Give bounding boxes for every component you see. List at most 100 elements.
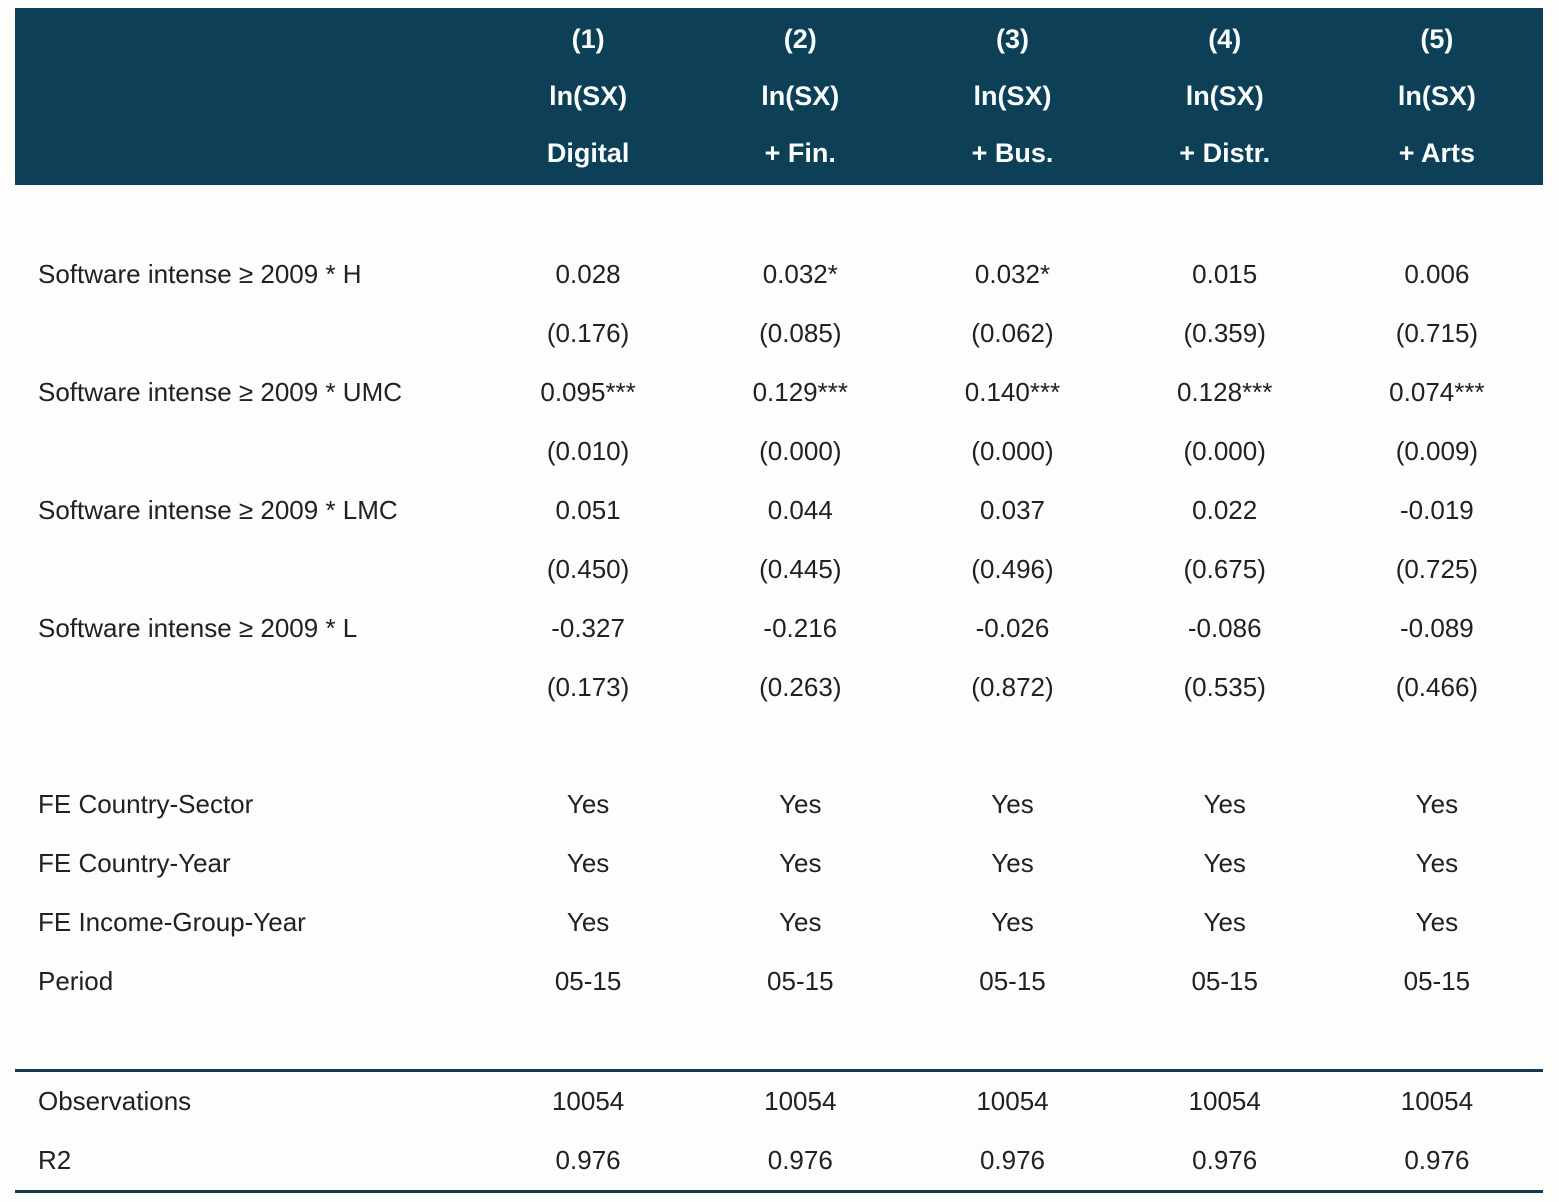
fe-value: Yes bbox=[991, 907, 1034, 937]
stats-row: Observations 10054 10054 10054 10054 100… bbox=[15, 1072, 1543, 1131]
p-value: (0.725) bbox=[1395, 554, 1479, 584]
regression-table: (1) ln(SX) Digital (2) ln(SX) + Fin. (3)… bbox=[15, 8, 1543, 1193]
p-value: (0.176) bbox=[546, 318, 630, 348]
p-value: (0.000) bbox=[1183, 436, 1266, 466]
fe-value: Yes bbox=[779, 907, 822, 937]
fe-value: Yes bbox=[1415, 848, 1459, 878]
p-value: (0.466) bbox=[1395, 672, 1479, 702]
column-depvar: ln(SX) bbox=[1397, 81, 1476, 111]
p-value: (0.000) bbox=[759, 436, 842, 466]
coef-value: 0.095*** bbox=[540, 377, 636, 407]
coef-row: Software intense ≥ 2009 * L -0.327 -0.21… bbox=[15, 599, 1543, 658]
fe-value: Yes bbox=[991, 789, 1034, 819]
column-header-4: (4) ln(SX) + Distr. bbox=[1119, 11, 1331, 182]
column-header-1: (1) ln(SX) Digital bbox=[482, 11, 694, 182]
coef-value: 0.128*** bbox=[1176, 377, 1273, 407]
stat-value: 10054 bbox=[976, 1086, 1049, 1116]
coef-row: Software intense ≥ 2009 * H 0.028 0.032*… bbox=[15, 245, 1543, 304]
fe-value: Yes bbox=[566, 848, 610, 878]
row-label: Software intense ≥ 2009 * H bbox=[38, 259, 362, 289]
fe-row: FE Country-Year Yes Yes Yes Yes Yes bbox=[15, 834, 1543, 893]
column-header-3: (3) ln(SX) + Bus. bbox=[906, 11, 1118, 182]
column-depvar: ln(SX) bbox=[973, 81, 1052, 111]
pvalue-row: (0.173) (0.263) (0.872) (0.535) (0.466) bbox=[15, 658, 1543, 717]
coef-value: 0.006 bbox=[1404, 259, 1470, 289]
p-value: (0.450) bbox=[546, 554, 630, 584]
coef-value: 0.140*** bbox=[964, 377, 1061, 407]
coef-row: Software intense ≥ 2009 * UMC 0.095*** 0… bbox=[15, 363, 1543, 422]
stat-value: 10054 bbox=[551, 1086, 625, 1116]
period-value: 05-15 bbox=[1191, 966, 1258, 996]
coef-value: -0.327 bbox=[551, 613, 625, 643]
coef-value: 0.044 bbox=[767, 495, 833, 525]
stat-value: 0.976 bbox=[979, 1145, 1046, 1175]
p-value: (0.535) bbox=[1183, 672, 1266, 702]
row-label: Software intense ≥ 2009 * UMC bbox=[38, 377, 402, 407]
fe-row: FE Income-Group-Year Yes Yes Yes Yes Yes bbox=[15, 893, 1543, 952]
row-label: Software intense ≥ 2009 * LMC bbox=[38, 495, 398, 525]
coef-row: Software intense ≥ 2009 * LMC 0.051 0.04… bbox=[15, 481, 1543, 540]
column-number: (4) bbox=[1208, 24, 1242, 54]
pvalue-row: (0.010) (0.000) (0.000) (0.000) (0.009) bbox=[15, 422, 1543, 481]
column-header-5: (5) ln(SX) + Arts bbox=[1331, 11, 1543, 182]
coef-value: 0.022 bbox=[1192, 495, 1258, 525]
p-value: (0.715) bbox=[1395, 318, 1479, 348]
stat-value: 0.976 bbox=[555, 1145, 621, 1175]
p-value: (0.085) bbox=[759, 318, 842, 348]
fe-value: Yes bbox=[1203, 848, 1246, 878]
pvalue-row: (0.450) (0.445) (0.496) (0.675) (0.725) bbox=[15, 540, 1543, 599]
fe-value: Yes bbox=[1203, 907, 1246, 937]
column-header-2: (2) ln(SX) + Fin. bbox=[694, 11, 906, 182]
period-value: 05-15 bbox=[1403, 966, 1471, 996]
stat-value: 10054 bbox=[1400, 1086, 1474, 1116]
fe-value: Yes bbox=[1415, 907, 1459, 937]
coef-value: 0.015 bbox=[1192, 259, 1258, 289]
column-depvar: ln(SX) bbox=[1185, 81, 1264, 111]
coef-value: 0.051 bbox=[555, 495, 621, 525]
row-label: Observations bbox=[38, 1086, 192, 1116]
column-depvar: ln(SX) bbox=[549, 81, 628, 111]
coef-value: -0.026 bbox=[975, 613, 1050, 643]
column-spec: + Fin. bbox=[764, 138, 836, 168]
p-value: (0.010) bbox=[546, 436, 630, 466]
row-label: FE Country-Year bbox=[38, 848, 231, 878]
column-spec: + Distr. bbox=[1179, 138, 1271, 168]
period-value: 05-15 bbox=[554, 966, 622, 996]
statistics-section: Observations 10054 10054 10054 10054 100… bbox=[15, 1072, 1543, 1190]
stat-value: 10054 bbox=[1188, 1086, 1261, 1116]
fe-value: Yes bbox=[991, 848, 1034, 878]
p-value: (0.000) bbox=[971, 436, 1054, 466]
row-label: R2 bbox=[38, 1145, 72, 1175]
divider-line bbox=[15, 1069, 1543, 1072]
stat-value: 0.976 bbox=[767, 1145, 833, 1175]
column-number: (1) bbox=[571, 24, 605, 54]
coef-value: 0.028 bbox=[555, 259, 621, 289]
p-value: (0.496) bbox=[971, 554, 1054, 584]
fe-value: Yes bbox=[779, 848, 822, 878]
coef-value: 0.032* bbox=[762, 259, 838, 289]
fe-value: Yes bbox=[1203, 789, 1246, 819]
fe-value: Yes bbox=[779, 789, 822, 819]
p-value: (0.173) bbox=[546, 672, 630, 702]
coef-value: 0.037 bbox=[979, 495, 1046, 525]
divider-line bbox=[15, 1190, 1543, 1193]
stats-row: R2 0.976 0.976 0.976 0.976 0.976 bbox=[15, 1131, 1543, 1190]
p-value: (0.445) bbox=[759, 554, 842, 584]
coef-value: -0.086 bbox=[1187, 613, 1262, 643]
coef-value: 0.129*** bbox=[752, 377, 848, 407]
fe-value: Yes bbox=[566, 789, 610, 819]
p-value: (0.359) bbox=[1183, 318, 1266, 348]
fe-value: Yes bbox=[1415, 789, 1459, 819]
fe-value: Yes bbox=[566, 907, 610, 937]
column-number: (5) bbox=[1420, 24, 1454, 54]
row-label: FE Country-Sector bbox=[38, 789, 254, 819]
fe-row: FE Country-Sector Yes Yes Yes Yes Yes bbox=[15, 775, 1543, 834]
p-value: (0.009) bbox=[1395, 436, 1479, 466]
period-value: 05-15 bbox=[767, 966, 834, 996]
p-value: (0.263) bbox=[759, 672, 842, 702]
coef-value: 0.074*** bbox=[1389, 377, 1485, 407]
row-label: Software intense ≥ 2009 * L bbox=[38, 613, 358, 643]
row-label: Period bbox=[38, 966, 114, 996]
row-label: FE Income-Group-Year bbox=[38, 907, 306, 937]
stat-value: 0.976 bbox=[1192, 1145, 1258, 1175]
